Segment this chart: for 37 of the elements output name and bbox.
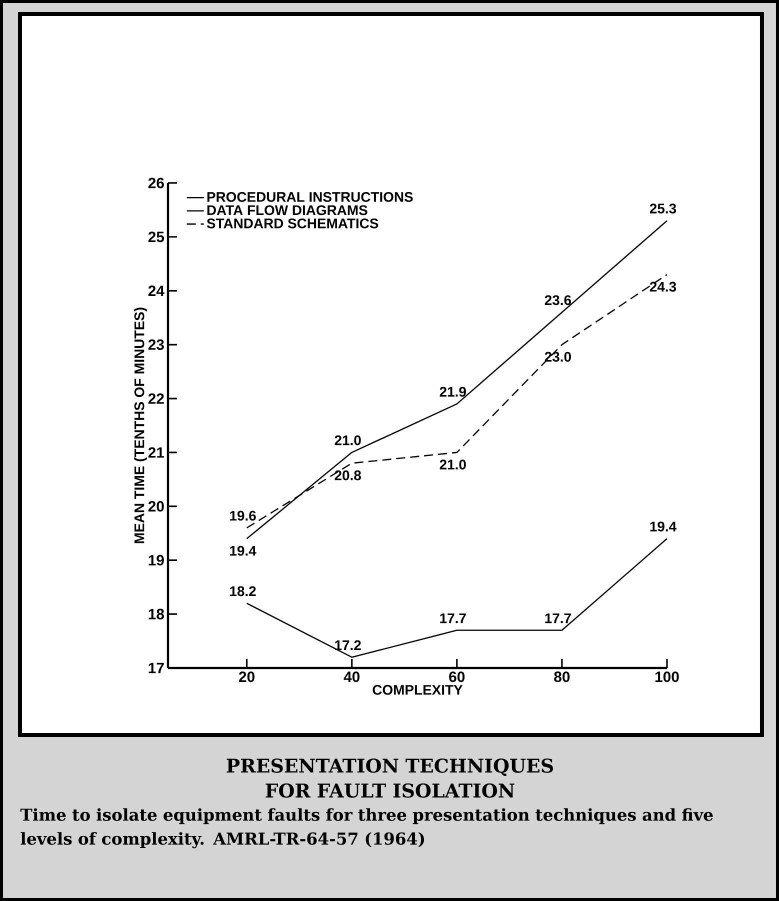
x-tick-label: 60 bbox=[449, 672, 465, 682]
y-tick-label: 20 bbox=[148, 501, 164, 512]
x-axis-title: COMPLEXITY bbox=[372, 684, 463, 695]
data-label: 21.9 bbox=[440, 386, 466, 397]
y-tick-label: 26 bbox=[148, 178, 164, 188]
data-label: 21.0 bbox=[440, 460, 466, 470]
x-tick-label: 20 bbox=[238, 672, 254, 682]
x-tick-label: 100 bbox=[655, 672, 679, 682]
text: Time to isolate equipment faults for three presentation techniques and five levels of complexity. AMRL-TR-64-57 (1964) bbox=[20, 808, 713, 848]
y-tick-label: 19 bbox=[148, 554, 164, 566]
text: PRESENTATION TECHNIQUES FOR FAULT ISOLATION bbox=[226, 758, 553, 798]
data-label: 25.3 bbox=[650, 204, 676, 214]
data-label: 17.7 bbox=[545, 613, 571, 624]
y-tick-label: 23 bbox=[148, 339, 164, 350]
data-label: 17.2 bbox=[335, 640, 361, 650]
data-label: 23.0 bbox=[544, 352, 571, 362]
y-axis-title: MEAN TIME (TENTHS OF MINUTES) bbox=[134, 308, 148, 544]
data-label: 17.7 bbox=[440, 613, 466, 624]
legend-label: STANDARD SCHEMATICS bbox=[206, 218, 378, 228]
data-label: 24.3 bbox=[650, 282, 676, 292]
y-tick-label: 21 bbox=[148, 447, 164, 458]
y-tick-label: 17 bbox=[148, 662, 164, 674]
data-label: 18.2 bbox=[230, 586, 256, 596]
y-tick-label: 18 bbox=[148, 608, 164, 620]
y-tick-label: 24 bbox=[148, 286, 164, 296]
x-tick-label: 80 bbox=[554, 672, 570, 682]
data-label: 21.0 bbox=[334, 435, 361, 446]
data-label: 20.8 bbox=[334, 470, 361, 480]
data-label: 19.4 bbox=[650, 522, 676, 532]
y-tick-label: 25 bbox=[148, 232, 164, 242]
legend-label: PROCEDURAL INSTRUCTIONS bbox=[207, 192, 413, 202]
data-label: 19.6 bbox=[230, 510, 256, 521]
y-tick-label: 22 bbox=[148, 393, 164, 404]
x-tick-label: 40 bbox=[344, 672, 360, 682]
data-label: 19.4 bbox=[230, 546, 256, 556]
legend-label: DATA FLOW DIAGRAMS bbox=[207, 205, 368, 216]
data-label: 23.6 bbox=[544, 295, 572, 306]
